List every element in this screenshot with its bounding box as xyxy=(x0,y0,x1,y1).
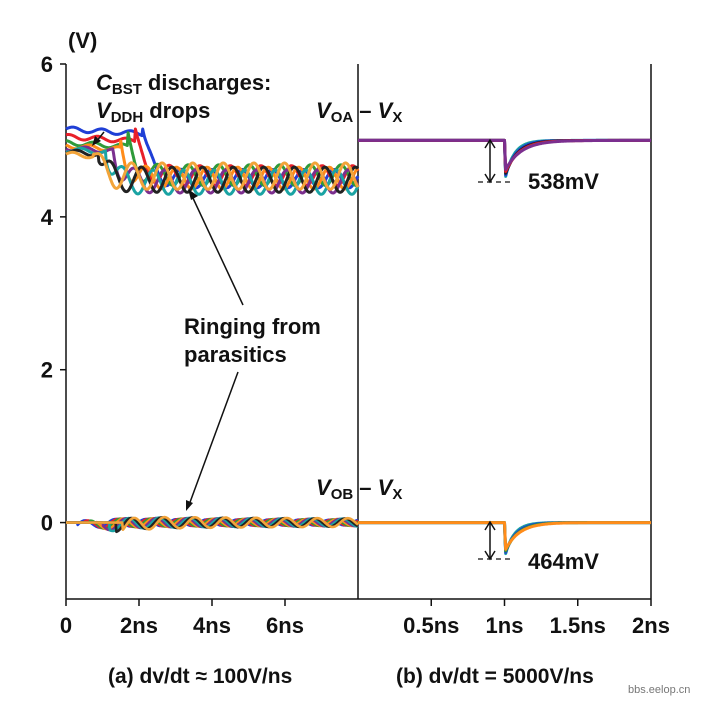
ringing-arrowhead-up xyxy=(188,189,198,200)
y-tick-label: 2 xyxy=(41,358,53,383)
voa-sub: OA xyxy=(331,109,354,126)
x-tick-label-b: 2ns xyxy=(632,613,670,638)
x-tick-label-a: 6ns xyxy=(266,613,304,638)
dip-b-label: 464mV xyxy=(528,549,599,574)
caption-a: (a) dv/dt ≈ 100V/ns xyxy=(108,665,292,688)
vddh-annotation: VDDH drops xyxy=(96,98,210,126)
x-tick-label-b: 1ns xyxy=(486,613,524,638)
y-tick-label: 4 xyxy=(41,205,54,230)
watermark: bbs.eelop.cn xyxy=(628,684,690,696)
panel-b-traces xyxy=(357,138,652,556)
y-tick-label: 6 xyxy=(41,52,53,77)
vob-v: V xyxy=(316,475,333,500)
voa-vx-v: V xyxy=(378,98,395,123)
vob-vx-v: V xyxy=(378,475,395,500)
x-tick-label-b: 1.5ns xyxy=(550,613,606,638)
x-tick-label-a: 0 xyxy=(60,613,72,638)
y-axis-unit: (V) xyxy=(68,28,97,53)
x-tick-label-a: 4ns xyxy=(193,613,231,638)
cbst-sub: BST xyxy=(112,81,142,98)
vddh-main: V xyxy=(96,98,113,123)
voa-v: V xyxy=(316,98,333,123)
voa-vx-sub: X xyxy=(392,109,402,126)
vddh-arrowhead xyxy=(92,136,101,146)
trace-a-upper xyxy=(65,145,360,195)
ringing-label-line2: parasitics xyxy=(184,342,287,367)
vob-sub: OB xyxy=(331,486,354,503)
cbst-rest: discharges: xyxy=(148,70,272,95)
plot-frame xyxy=(65,64,652,600)
dip-a-label: 538mV xyxy=(528,169,599,194)
axis-ticks: 0 2 4 6 0 2ns 4ns 6ns 0.5ns 1ns 1.5ns 2ns xyxy=(41,52,670,638)
x-tick-label-b: 0.5ns xyxy=(403,613,459,638)
panel-a-traces xyxy=(65,125,360,534)
vob-vx-sub: X xyxy=(392,486,402,503)
trace-b-lower xyxy=(357,521,652,551)
trace-a-upper xyxy=(65,150,360,191)
x-tick-label-a: 2ns xyxy=(120,613,158,638)
ringing-arrowhead-down xyxy=(186,500,193,511)
voa-dash: – xyxy=(353,98,377,123)
vob-dash: – xyxy=(353,475,377,500)
vddh-sub: DDH xyxy=(111,109,144,126)
dip-marker-a xyxy=(478,138,514,184)
ringing-arrow-down xyxy=(188,371,239,506)
dip-marker-b xyxy=(478,520,514,561)
trace-b-upper xyxy=(357,138,652,171)
vddh-rest: drops xyxy=(149,98,210,123)
cbst-annotation: CBST discharges: xyxy=(96,70,271,98)
ringing-arrow-up xyxy=(191,195,244,306)
trace-a-lower xyxy=(65,515,359,531)
voa-vx-label: VOA – VX xyxy=(316,98,402,126)
caption-b: (b) dv/dt = 5000V/ns xyxy=(396,665,594,688)
y-tick-label: 0 xyxy=(41,511,53,536)
vob-vx-label: VOB – VX xyxy=(316,475,402,503)
cbst-main: C xyxy=(96,70,113,95)
ringing-label-line1: Ringing from xyxy=(184,314,321,339)
